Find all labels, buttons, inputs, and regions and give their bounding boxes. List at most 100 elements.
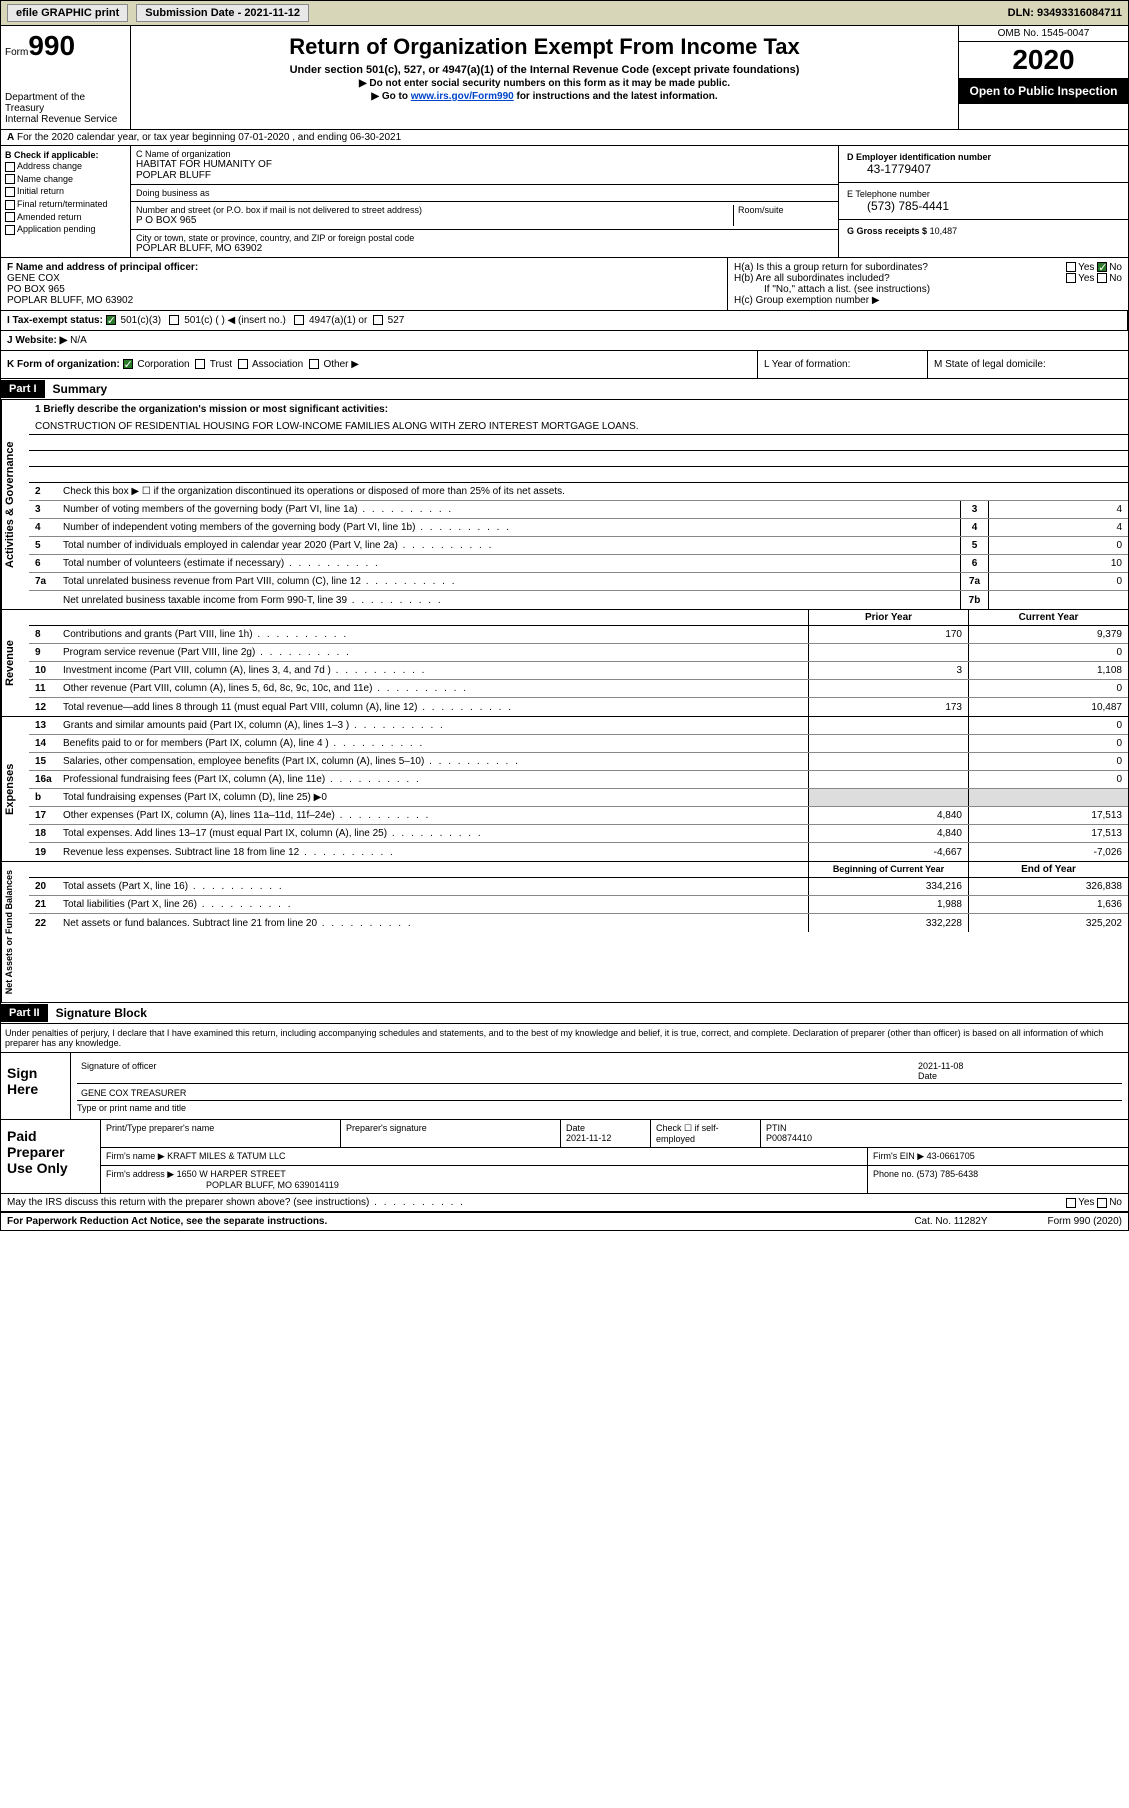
summary-line: Grants and similar amounts paid (Part IX… <box>59 718 808 733</box>
row-j: J Website: ▶ N/A <box>0 331 1129 351</box>
check-initial-return[interactable]: Initial return <box>5 185 126 198</box>
check-application-pending[interactable]: Application pending <box>5 223 126 236</box>
check-final-return[interactable]: Final return/terminated <box>5 198 126 211</box>
part2-badge: Part II <box>1 1004 48 1022</box>
sig-date: 2021-11-08 <box>918 1061 963 1071</box>
paid-preparer-label: Paid Preparer Use Only <box>1 1120 101 1193</box>
paid-preparer-block: Paid Preparer Use Only Print/Type prepar… <box>0 1120 1129 1194</box>
part1-header: Part I Summary <box>0 379 1129 400</box>
instruction-link: ▶ Go to www.irs.gov/Form990 for instruct… <box>135 91 954 102</box>
check-amended[interactable]: Amended return <box>5 211 126 224</box>
end-year-hdr: End of Year <box>968 862 1128 877</box>
pra-notice: For Paperwork Reduction Act Notice, see … <box>7 1216 914 1227</box>
officer-label: F Name and address of principal officer: <box>7 262 198 273</box>
summary-line: Other revenue (Part VIII, column (A), li… <box>59 681 808 696</box>
website-label: J Website: ▶ <box>7 335 67 346</box>
efile-button[interactable]: efile GRAPHIC print <box>7 4 128 22</box>
line-a: A For the 2020 calendar year, or tax yea… <box>0 130 1129 146</box>
form-title: Return of Organization Exempt From Incom… <box>135 34 954 60</box>
street-address: P O BOX 965 <box>136 215 733 226</box>
firm-addr1: 1650 W HARPER STREET <box>177 1169 286 1179</box>
instruction-ssn: ▶ Do not enter social security numbers o… <box>135 78 954 89</box>
discuss-label: May the IRS discuss this return with the… <box>7 1197 1066 1208</box>
ein-label: D Employer identification number <box>847 152 991 162</box>
city-state-zip: POPLAR BLUFF, MO 63902 <box>136 243 833 254</box>
form-number: 990 <box>28 30 75 61</box>
form-subtitle: Under section 501(c), 527, or 4947(a)(1)… <box>135 64 954 76</box>
topbar: efile GRAPHIC print Submission Date - 20… <box>0 0 1129 26</box>
summary-line: Other expenses (Part IX, column (A), lin… <box>59 808 808 823</box>
side-net-assets: Net Assets or Fund Balances <box>1 862 29 1002</box>
part2-title: Signature Block <box>48 1003 155 1023</box>
phone-value: (573) 785-4441 <box>847 199 1120 213</box>
hb-note: If "No," attach a list. (see instruction… <box>734 284 1122 295</box>
summary-line: Total unrelated business revenue from Pa… <box>59 574 960 589</box>
part1-title: Summary <box>45 379 116 399</box>
check-trust[interactable] <box>195 359 205 369</box>
discuss-row: May the IRS discuss this return with the… <box>0 1194 1129 1212</box>
summary-expenses: Expenses 13Grants and similar amounts pa… <box>0 717 1129 862</box>
box-b-label: B Check if applicable: <box>5 150 99 160</box>
summary-line: Total expenses. Add lines 13–17 (must eq… <box>59 826 808 841</box>
summary-revenue: Revenue Prior YearCurrent Year 8Contribu… <box>0 610 1129 717</box>
summary-line: Revenue less expenses. Subtract line 18 … <box>59 845 808 860</box>
year-formation-label: L Year of formation: <box>758 351 928 378</box>
check-other[interactable] <box>309 359 319 369</box>
phone-label: E Telephone number <box>847 189 1120 199</box>
check-address-change[interactable]: Address change <box>5 160 126 173</box>
self-employed-check[interactable]: Check ☐ if self-employed <box>651 1120 761 1148</box>
hb-label: H(b) Are all subordinates included? <box>734 273 890 284</box>
summary-line: Number of independent voting members of … <box>59 520 960 535</box>
summary-line: Net unrelated business taxable income fr… <box>59 593 960 608</box>
summary-line: Salaries, other compensation, employee b… <box>59 754 808 769</box>
firm-ein: 43-0661705 <box>927 1151 975 1161</box>
firm-phone: (573) 785-6438 <box>917 1169 979 1179</box>
side-governance: Activities & Governance <box>1 400 29 609</box>
header-grid: B Check if applicable: Address change Na… <box>0 146 1129 258</box>
side-expenses: Expenses <box>1 717 29 861</box>
check-name-change[interactable]: Name change <box>5 173 126 186</box>
line2: Check this box ▶ ☐ if the organization d… <box>59 484 1128 499</box>
tax-exempt-label: I Tax-exempt status: <box>7 315 103 326</box>
summary-governance: Activities & Governance 1 Briefly descri… <box>0 400 1129 610</box>
irs-link[interactable]: www.irs.gov/Form990 <box>411 91 514 102</box>
part2-header: Part II Signature Block <box>0 1003 1129 1024</box>
type-name-label: Type or print name and title <box>77 1103 1122 1113</box>
summary-line: Total number of individuals employed in … <box>59 538 960 553</box>
summary-line: Total number of volunteers (estimate if … <box>59 556 960 571</box>
form-header: Form990 Department of the Treasury Inter… <box>0 26 1129 130</box>
begin-year-hdr: Beginning of Current Year <box>808 862 968 877</box>
officer-addr2: POPLAR BLUFF, MO 63902 <box>7 295 133 306</box>
dba-label: Doing business as <box>136 188 833 198</box>
summary-line: Investment income (Part VIII, column (A)… <box>59 663 808 678</box>
discuss-yes[interactable] <box>1066 1198 1076 1208</box>
firm-name: KRAFT MILES & TATUM LLC <box>167 1151 285 1161</box>
discuss-no[interactable] <box>1097 1198 1107 1208</box>
cat-no: Cat. No. 11282Y <box>914 1216 987 1227</box>
tax-year: 2020 <box>959 42 1128 78</box>
summary-net-assets: Net Assets or Fund Balances Beginning of… <box>0 862 1129 1003</box>
summary-line: Net assets or fund balances. Subtract li… <box>59 916 808 931</box>
officer-name: GENE COX <box>7 273 60 284</box>
row-k-l-m: K Form of organization: Corporation Trus… <box>0 351 1129 379</box>
omb-number: OMB No. 1545-0047 <box>959 26 1128 42</box>
gross-receipts-value: 10,487 <box>930 226 958 236</box>
check-527[interactable] <box>373 315 383 325</box>
sign-here-label: Sign Here <box>1 1053 71 1119</box>
check-501c[interactable] <box>169 315 179 325</box>
check-501c3[interactable] <box>106 315 116 325</box>
check-corp[interactable] <box>123 359 133 369</box>
form-ref: Form 990 (2020) <box>1048 1216 1122 1227</box>
submission-date-button[interactable]: Submission Date - 2021-11-12 <box>136 4 309 22</box>
gross-receipts-label: G Gross receipts $ <box>847 226 927 236</box>
prep-name-label: Print/Type preparer's name <box>101 1120 341 1148</box>
perjury-statement: Under penalties of perjury, I declare th… <box>0 1024 1129 1053</box>
summary-line: Total liabilities (Part X, line 26) <box>59 897 808 912</box>
form-org-label: K Form of organization: <box>7 359 120 370</box>
hc-label: H(c) Group exemption number ▶ <box>734 295 1122 306</box>
check-4947[interactable] <box>294 315 304 325</box>
officer-typed-name: GENE COX TREASURER <box>81 1088 186 1098</box>
dln-label: DLN: 93493316084711 <box>1008 7 1122 19</box>
summary-line: Professional fundraising fees (Part IX, … <box>59 772 808 787</box>
check-assoc[interactable] <box>238 359 248 369</box>
